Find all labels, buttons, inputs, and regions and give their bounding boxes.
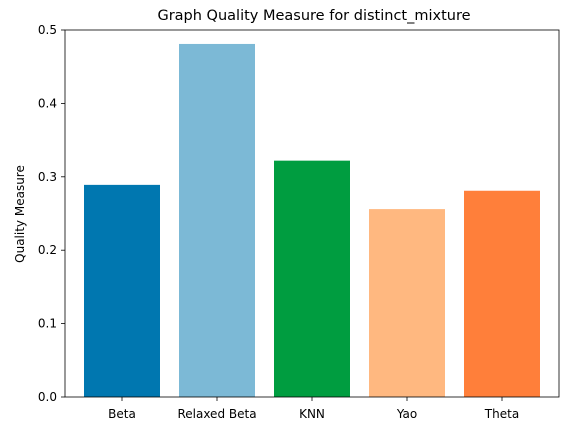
x-tick-label: KNN [299,407,325,421]
bar-yao [369,209,445,397]
bar-theta [464,190,540,397]
x-tick-label: Relaxed Beta [177,407,256,421]
bar-knn [274,160,350,397]
y-tick-label: 0.5 [38,23,57,37]
chart-title: Graph Quality Measure for distinct_mixtu… [157,8,470,24]
x-tick-label: Beta [108,407,136,421]
y-tick-label: 0.2 [38,243,57,257]
plot-frame [64,29,560,398]
y-axis-label: Quality Measure [13,165,27,263]
y-tick-label: 0.0 [38,390,57,404]
y-tick-label: 0.3 [38,170,57,184]
plot-area: Beta Relaxed Beta KNN Yao Theta 0.0 0.1 0.2 0.3 0… [38,23,560,421]
bar-relaxed-beta [179,43,255,397]
y-tick-label: 0.1 [38,317,57,331]
bar-beta [84,184,160,397]
x-tick-label: Theta [484,407,519,421]
x-tick-label: Yao [396,407,417,421]
y-tick-label: 0.4 [38,96,57,110]
